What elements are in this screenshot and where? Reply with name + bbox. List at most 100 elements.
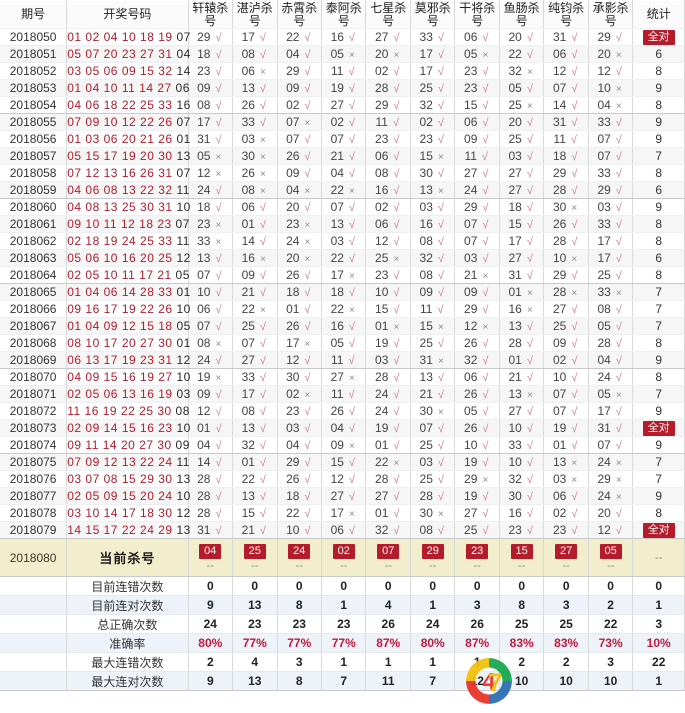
cross-icon: × bbox=[437, 322, 444, 333]
summary-value-8: 83% bbox=[543, 633, 589, 653]
red-ball: 14 bbox=[103, 421, 118, 435]
kill-header-bottom-8: 号 bbox=[560, 13, 573, 28]
summary-value-5: 1 bbox=[410, 652, 456, 672]
table-row: 2018078 03 10 14 17 18 30 12 28 √ 15 √ 22 √ 17 × 0… bbox=[0, 504, 685, 522]
row-kill-cell-4: 03 √ bbox=[365, 351, 411, 369]
check-icon: √ bbox=[348, 253, 355, 265]
row-kill-cell-9: 07 √ bbox=[588, 436, 634, 454]
check-icon: √ bbox=[304, 491, 311, 503]
summary-value-7: 25 bbox=[499, 614, 545, 634]
cross-icon: × bbox=[615, 288, 622, 299]
red-ball: 17 bbox=[139, 268, 154, 282]
row-kill-cell-2: 07 √ bbox=[277, 130, 323, 148]
table-row: 2018073 02 09 14 15 16 23 10 01 √ 13 √ 03 √ 04 √ 1… bbox=[0, 419, 685, 437]
cross-icon: × bbox=[571, 203, 578, 214]
row-kill-cell-9: 04 × bbox=[588, 96, 634, 114]
red-ball: 01 bbox=[67, 30, 82, 44]
check-icon: √ bbox=[393, 270, 400, 282]
kill-number: 15 bbox=[464, 98, 478, 112]
cross-icon: × bbox=[260, 186, 266, 197]
check-icon: √ bbox=[526, 423, 533, 435]
check-icon: √ bbox=[571, 372, 578, 384]
summary-value-7: 8 bbox=[499, 595, 545, 615]
row-kill-cell-9: 03 √ bbox=[588, 198, 634, 216]
cross-icon: × bbox=[615, 492, 622, 503]
row-kill-cell-4: 06 √ bbox=[365, 147, 411, 165]
row-kill-cell-3: 05 × bbox=[321, 45, 367, 63]
check-icon: √ bbox=[526, 457, 533, 469]
row-kill-cell-8: 30 × bbox=[543, 198, 589, 216]
table-row: 2018066 09 16 17 19 22 26 10 06 √ 22 × 01 √ 22 × 1… bbox=[0, 300, 685, 318]
row-kill-cell-1: 01 √ bbox=[232, 215, 278, 233]
blue-ball: 13 bbox=[176, 523, 191, 537]
row-winning-numbers: 01 04 09 12 15 18 05 bbox=[66, 317, 190, 335]
row-winning-numbers: 07 12 13 16 26 31 07 bbox=[66, 164, 190, 182]
kill-number: 22 bbox=[330, 183, 344, 197]
row-kill-cell-7: 22 √ bbox=[499, 45, 545, 63]
kill-number: 30 bbox=[552, 200, 567, 214]
kill-number: 28 bbox=[597, 336, 611, 350]
cross-icon: × bbox=[215, 237, 222, 248]
row-stat-cell: 7 bbox=[632, 317, 685, 335]
check-icon: √ bbox=[215, 202, 222, 214]
row-kill-cell-8: 02 √ bbox=[543, 504, 589, 522]
red-ball: 31 bbox=[158, 166, 173, 180]
blue-ball: 09 bbox=[175, 438, 190, 452]
kill-number: 25 bbox=[508, 98, 522, 112]
check-icon: √ bbox=[215, 474, 222, 486]
kill-number: 07 bbox=[464, 234, 478, 248]
kill-number: 29 bbox=[464, 472, 478, 486]
row-kill-cell-3: 22 × bbox=[321, 300, 367, 318]
red-ball: 15 bbox=[121, 421, 137, 435]
row-kill-cell-6: 05 × bbox=[454, 45, 500, 63]
row-kill-cell-3: 06 √ bbox=[321, 521, 367, 539]
row-kill-cell-8: 02 √ bbox=[543, 351, 589, 369]
row-kill-cell-4: 11 √ bbox=[365, 113, 411, 131]
red-ball: 06 bbox=[67, 353, 82, 367]
summary-value-4: 0 bbox=[365, 576, 411, 596]
row-kill-cell-3: 05 √ bbox=[321, 334, 367, 352]
kill-number: 20 bbox=[597, 506, 611, 520]
row-kill-cell-7: 27 √ bbox=[499, 249, 545, 267]
red-ball: 11 bbox=[103, 217, 118, 231]
kill-number: 14 bbox=[241, 234, 255, 248]
row-kill-cell-4: 01 √ bbox=[365, 504, 411, 522]
kill-number: 24 bbox=[197, 353, 211, 367]
summary-value-3: 77% bbox=[321, 633, 367, 653]
kill-number: 12 bbox=[597, 523, 611, 537]
summary-value-2: 3 bbox=[277, 652, 323, 672]
red-ball: 21 bbox=[157, 268, 172, 282]
kill-number: 30 bbox=[419, 166, 433, 180]
kill-number: 32 bbox=[375, 523, 389, 537]
check-icon: √ bbox=[259, 236, 266, 248]
check-icon: √ bbox=[348, 423, 355, 435]
row-kill-cell-4: 28 √ bbox=[365, 79, 411, 97]
red-ball: 20 bbox=[120, 438, 136, 452]
row-kill-cell-3: 17 × bbox=[321, 266, 367, 284]
check-icon: √ bbox=[526, 253, 533, 265]
summary-spacer bbox=[0, 652, 68, 672]
row-kill-cell-0: 12 × bbox=[188, 164, 234, 182]
summary-value-2: 8 bbox=[277, 671, 323, 691]
kill-number: 04 bbox=[330, 421, 344, 435]
check-icon: √ bbox=[304, 372, 311, 384]
red-ball: 02 bbox=[67, 234, 82, 248]
cross-icon: × bbox=[482, 271, 489, 282]
summary-value-8: 25 bbox=[543, 614, 589, 634]
red-ball: 06 bbox=[103, 387, 118, 401]
summary-value-0: 2 bbox=[188, 652, 234, 672]
row-kill-cell-1: 09 √ bbox=[232, 266, 278, 284]
current-stat-cell: -- bbox=[632, 538, 685, 577]
check-icon: √ bbox=[526, 134, 533, 146]
row-winning-numbers: 02 05 10 11 17 21 05 bbox=[66, 266, 189, 284]
kill-number: 31 bbox=[597, 421, 611, 435]
kill-number: 33 bbox=[597, 115, 611, 129]
row-kill-cell-4: 32 √ bbox=[365, 521, 411, 539]
row-kill-cell-0: 07 √ bbox=[188, 317, 234, 335]
red-ball: 10 bbox=[121, 30, 137, 44]
row-kill-cell-6: 29 √ bbox=[454, 300, 500, 318]
check-icon: √ bbox=[259, 406, 266, 418]
kill-number: 04 bbox=[597, 353, 611, 367]
row-winning-numbers: 01 02 04 10 18 19 07 bbox=[66, 28, 190, 46]
kill-number: 26 bbox=[286, 472, 300, 486]
